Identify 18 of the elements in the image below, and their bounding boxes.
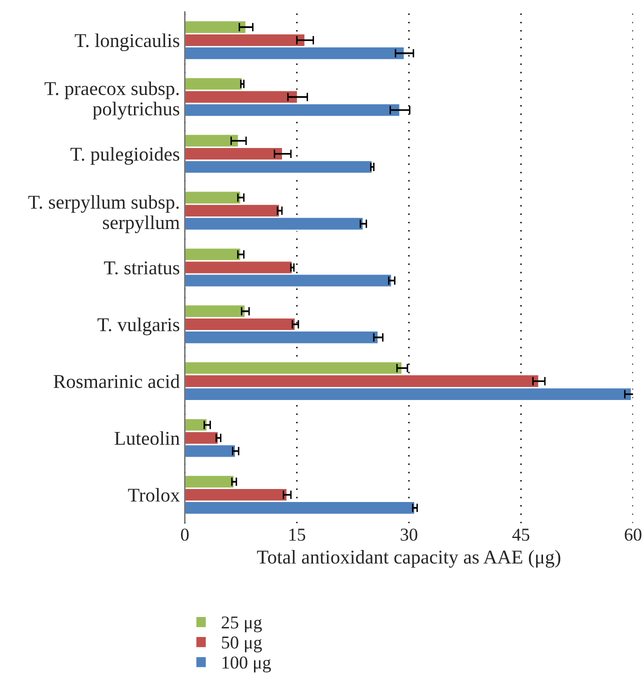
y-tick-label: T. striatus [104,261,180,275]
y-tick-label: Trolox [128,488,180,502]
legend-label: 50 μg [222,636,262,652]
y-tick-label: T. praecox subsp. polytrichus [44,81,180,120]
x-tick-label: 60 [624,528,642,541]
x-tick-label: 30 [400,528,418,541]
y-tick-label: Rosmarinic acid [54,374,180,388]
x-axis-title: Total antioxidant capacity as AAE (μg) [257,550,560,568]
y-tick-label: T. longicaulis [74,33,180,52]
x-tick-label: 15 [289,528,306,541]
x-tick-label: 45 [512,528,530,541]
y-tick-label: T. vulgaris [98,318,180,336]
legend-label: 100 μg [222,656,271,672]
legend-label: 25 μg [222,616,262,632]
y-tick-label: Luteolin [114,431,180,445]
x-tick-label: 0 [181,528,189,541]
y-tick-label: T. pulegioides [70,147,180,165]
y-tick-label: T. serpyllum subsp. serpyllum [28,195,180,234]
